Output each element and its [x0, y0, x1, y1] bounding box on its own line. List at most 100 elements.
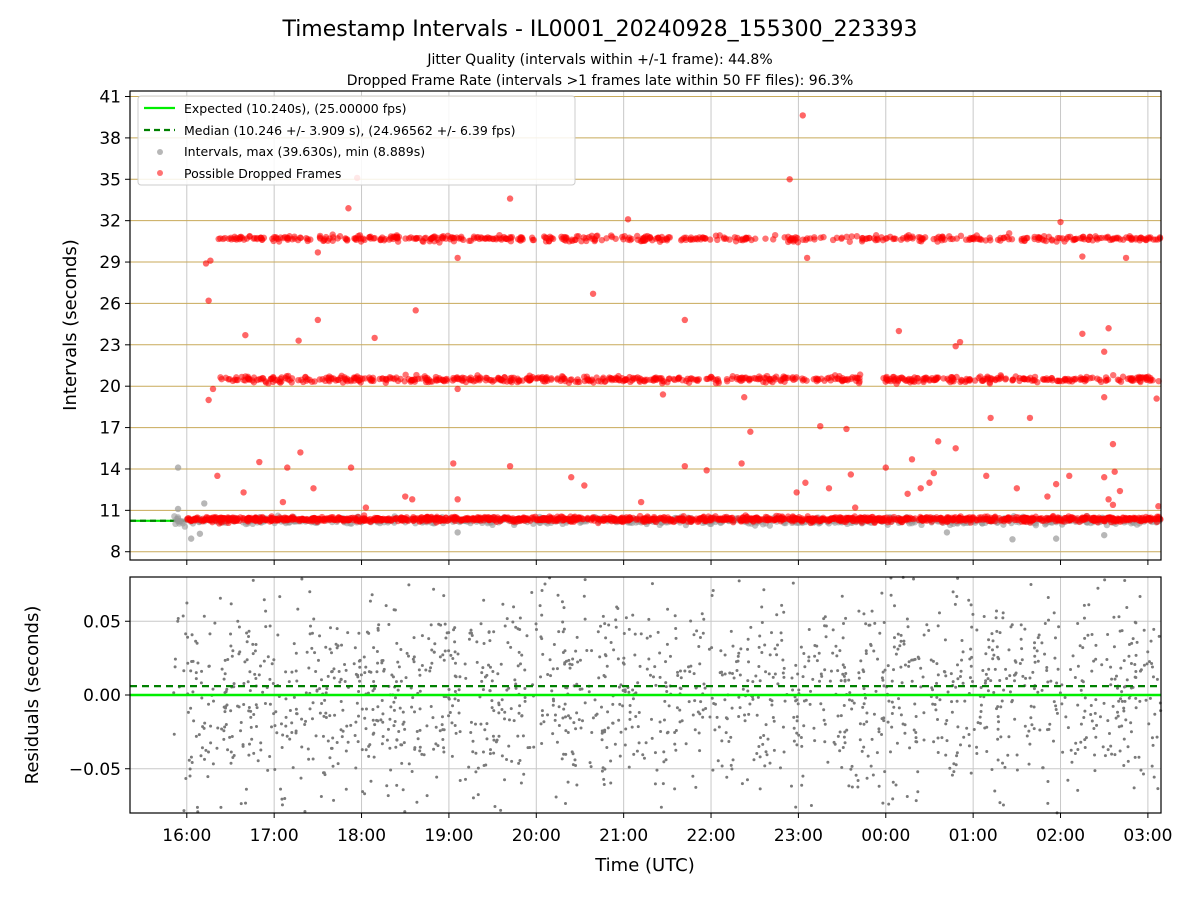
residual-point: [264, 625, 268, 629]
residual-point: [562, 627, 566, 631]
residual-point: [1134, 706, 1138, 710]
residual-point: [386, 794, 390, 798]
dropped-frame-point: [507, 237, 515, 245]
residual-point: [364, 727, 368, 731]
residual-point: [296, 607, 300, 611]
residual-point: [534, 622, 538, 626]
residual-point: [1120, 699, 1124, 703]
residual-point: [666, 730, 670, 734]
residual-point: [622, 631, 626, 635]
residual-point: [564, 715, 568, 719]
residual-point: [869, 764, 873, 768]
residual-point: [194, 734, 198, 738]
residual-point: [485, 737, 489, 741]
residual-point: [1129, 661, 1133, 665]
dropped-frame-point: [633, 516, 640, 523]
residual-point: [818, 679, 822, 683]
dropped-frame-point: [921, 234, 929, 241]
residual-point: [942, 670, 946, 674]
residual-point: [697, 644, 701, 648]
residual-point: [728, 671, 732, 675]
residual-point: [552, 643, 556, 647]
dropped-frame-point: [450, 460, 457, 467]
dropped-frame-point: [501, 374, 508, 381]
residual-point: [953, 602, 957, 606]
residual-point: [379, 718, 383, 722]
residual-point: [473, 722, 477, 726]
residual-point: [279, 787, 283, 791]
dropped-frame-point: [803, 254, 811, 262]
residual-point: [1043, 622, 1047, 626]
residual-point: [891, 780, 895, 784]
residual-point: [415, 800, 419, 804]
dropped-frame-point: [284, 235, 291, 242]
residual-point: [582, 594, 586, 598]
dropped-frame-point: [567, 376, 574, 384]
residual-point: [881, 801, 885, 805]
residual-point: [482, 642, 486, 646]
residual-point: [1155, 735, 1159, 739]
dropped-frame-point: [452, 514, 459, 521]
residual-point: [448, 711, 452, 715]
residual-point: [1055, 711, 1059, 715]
residual-point: [998, 801, 1002, 805]
dropped-frame-point: [1013, 485, 1021, 492]
residual-point: [329, 746, 333, 750]
residual-point: [330, 651, 334, 655]
dropped-frame-point: [209, 385, 217, 393]
residual-point: [232, 682, 236, 686]
residual-point: [493, 805, 497, 809]
residual-point: [902, 639, 906, 643]
residual-point: [404, 676, 408, 680]
residual-point: [518, 616, 522, 620]
residual-point: [955, 663, 959, 667]
dropped-frame-point: [515, 377, 523, 385]
residual-point: [560, 757, 564, 761]
residual-point: [292, 695, 296, 699]
residual-point: [505, 688, 509, 692]
dropped-frame-point: [228, 514, 236, 522]
dropped-frame-point: [603, 235, 610, 242]
residual-point: [196, 661, 200, 665]
residual-point: [809, 804, 813, 808]
dropped-frame-point: [742, 234, 750, 241]
residual-point: [683, 669, 687, 673]
residual-point: [845, 728, 849, 732]
residual-point: [557, 630, 561, 634]
residual-point: [1027, 762, 1031, 766]
residual-point: [1023, 724, 1027, 728]
residual-point: [628, 704, 632, 708]
dropped-frame-point: [324, 237, 332, 244]
residual-point: [251, 652, 255, 656]
residual-point: [186, 710, 190, 714]
residual-point: [579, 726, 583, 730]
residual-point: [594, 713, 598, 717]
residual-point: [616, 606, 620, 610]
residual-point: [773, 672, 777, 676]
residual-point: [627, 765, 631, 769]
residual-point: [451, 704, 455, 708]
dropped-frame-point: [1048, 374, 1055, 382]
residual-point: [627, 690, 631, 694]
residual-point: [642, 756, 646, 760]
dropped-frame-point: [738, 460, 745, 467]
dropped-frame-point: [537, 374, 545, 382]
residual-point: [1053, 636, 1057, 640]
residual-point: [914, 799, 918, 803]
residual-point: [490, 699, 494, 703]
dropped-frame-point: [489, 235, 496, 242]
residual-point: [638, 664, 642, 668]
residual-point: [880, 676, 884, 680]
dropped-frame-point: [732, 238, 740, 245]
residual-point: [823, 668, 827, 672]
residual-point: [463, 662, 467, 666]
residual-point: [967, 598, 971, 602]
residual-point: [751, 680, 755, 684]
residual-point: [420, 634, 424, 638]
dropped-frame-point: [1048, 237, 1056, 244]
residual-point: [222, 677, 226, 681]
residual-point: [969, 603, 973, 607]
residual-point: [833, 742, 837, 746]
residual-point: [224, 723, 228, 727]
residual-point: [882, 620, 886, 624]
